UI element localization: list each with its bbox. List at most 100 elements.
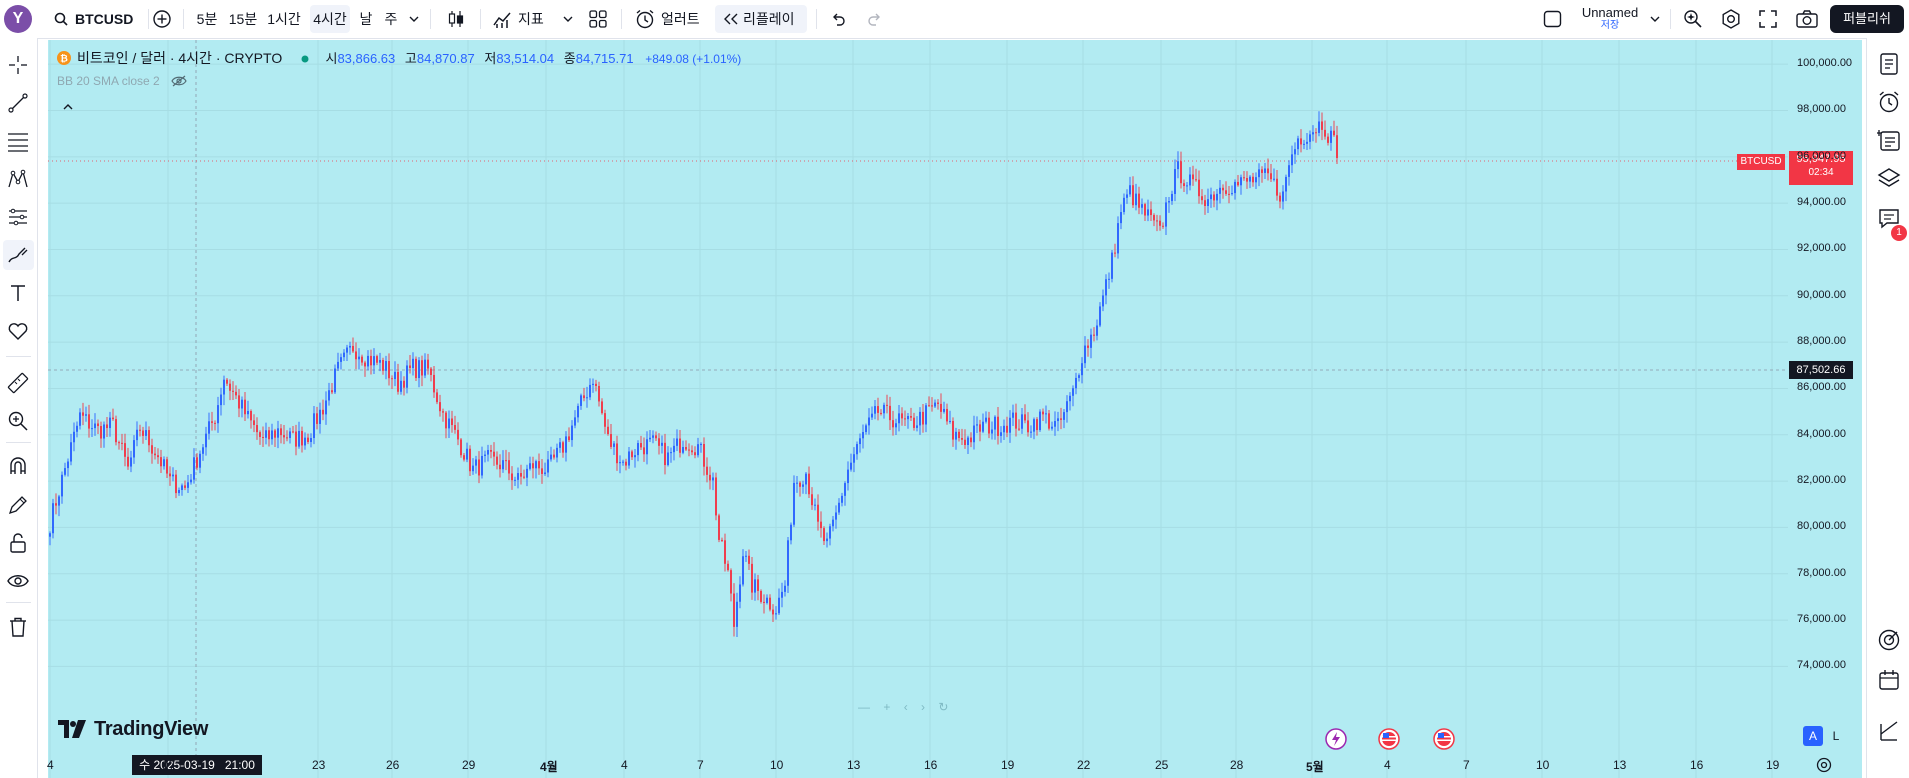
replay-button[interactable]: 리플레이 — [715, 5, 807, 33]
interval-4h[interactable]: 4시간 — [310, 5, 350, 33]
trash-icon[interactable] — [7, 616, 29, 638]
compare-add-icon[interactable] — [152, 9, 172, 29]
eye-hidden-icon[interactable] — [171, 75, 187, 87]
target-icon[interactable] — [1877, 628, 1901, 652]
candle-down — [361, 356, 363, 363]
candle-up — [982, 421, 984, 432]
layout-name-button[interactable]: Unnamed 저장 — [1575, 5, 1645, 31]
chart-settings-gear-icon[interactable] — [1815, 756, 1833, 774]
fib-retracement-icon[interactable] — [7, 130, 29, 152]
scroll-left-control[interactable]: ‹ — [903, 700, 908, 714]
candle-down — [523, 476, 525, 478]
scroll-right-control[interactable]: › — [921, 700, 926, 714]
chevron-down-icon[interactable] — [408, 14, 420, 24]
pattern-tool-icon[interactable] — [7, 168, 29, 190]
checkbox-icon[interactable] — [1543, 10, 1563, 28]
time-tick-label: 23 — [312, 758, 326, 772]
heart-icon[interactable] — [6, 320, 30, 342]
camera-icon[interactable] — [1795, 8, 1819, 30]
candle-up — [574, 417, 576, 426]
alert-clock-icon[interactable] — [1877, 90, 1901, 114]
log-scale-button[interactable]: L — [1832, 729, 1840, 743]
indicators-icon[interactable] — [492, 8, 514, 30]
ruler-icon[interactable] — [7, 372, 29, 394]
redo-icon[interactable] — [866, 10, 884, 28]
chevron-down-icon[interactable] — [1649, 14, 1661, 24]
publish-button[interactable]: 퍼블리쉬 — [1830, 5, 1904, 33]
tradingview-watermark[interactable]: TradingView — [58, 718, 208, 741]
calendar-icon[interactable] — [1877, 668, 1901, 692]
layers-icon[interactable] — [1877, 166, 1901, 190]
trend-line-icon[interactable] — [7, 92, 29, 114]
alerts-button[interactable]: 얼러트 — [661, 11, 700, 27]
candle-up — [874, 406, 876, 414]
low-value: 83,514.04 — [496, 51, 555, 66]
us-flag-event-icon[interactable] — [1432, 727, 1456, 751]
candle-down — [1162, 225, 1164, 227]
text-tool-icon[interactable] — [7, 282, 29, 304]
candle-up — [649, 437, 651, 440]
candle-up — [223, 379, 225, 395]
candle-up — [862, 432, 864, 439]
quick-search-icon[interactable] — [1682, 8, 1704, 30]
candle-up — [406, 365, 408, 388]
candle-down — [769, 597, 771, 610]
candle-down — [112, 417, 114, 420]
interval-1h[interactable]: 1시간 — [267, 11, 301, 27]
candle-up — [202, 447, 204, 454]
watchlist-icon[interactable] — [1877, 52, 1901, 76]
candle-down — [751, 563, 753, 593]
collapse-legend-icon[interactable] — [62, 102, 74, 112]
alert-clock-icon[interactable] — [634, 8, 656, 30]
crosshair-icon[interactable] — [7, 54, 29, 76]
candle-up — [484, 454, 486, 456]
projection-tool-icon[interactable] — [7, 206, 29, 228]
drawing-tree-icon[interactable] — [1877, 718, 1901, 742]
candle-up — [304, 437, 306, 446]
candle-down — [904, 418, 906, 420]
eye-icon[interactable] — [6, 570, 30, 592]
settings-gear-icon[interactable] — [1720, 8, 1742, 30]
candle-up — [136, 429, 138, 441]
candle-down — [1252, 176, 1254, 183]
candle-up — [883, 404, 885, 414]
candle-down — [496, 456, 498, 465]
zoom-out-control[interactable]: — — [858, 700, 870, 714]
symbol-title[interactable]: 비트코인 / 달러 · 4시간 · CRYPTO — [77, 50, 283, 66]
undo-icon[interactable] — [829, 10, 847, 28]
layouts-grid-icon[interactable] — [588, 9, 608, 29]
auto-scale-button[interactable]: A — [1803, 726, 1823, 746]
keep-drawing-icon[interactable] — [7, 494, 29, 516]
lock-icon[interactable] — [7, 532, 29, 554]
chat-icon[interactable] — [1877, 206, 1901, 230]
chart-navigation-controls[interactable]: — + ‹ › ↻ — [858, 700, 1018, 714]
us-flag-event-icon[interactable] — [1377, 727, 1401, 751]
search-icon[interactable] — [54, 12, 68, 26]
candle-up — [1165, 202, 1167, 227]
brush-tool-button[interactable] — [3, 240, 34, 270]
price-chart[interactable] — [48, 40, 1862, 778]
interval-15m[interactable]: 15분 — [228, 11, 258, 27]
indicator-legend[interactable]: BB 20 SMA close 2 — [57, 74, 187, 88]
zoom-in-control[interactable]: + — [883, 700, 891, 714]
zoom-in-icon[interactable] — [7, 410, 29, 432]
candle-up — [298, 430, 300, 447]
data-window-icon[interactable] — [1877, 128, 1903, 152]
symbol-search[interactable]: BTCUSD — [75, 11, 134, 27]
chevron-down-icon[interactable] — [562, 14, 574, 24]
candle-up — [865, 425, 867, 433]
candle-down — [1237, 181, 1239, 186]
candle-type-icon[interactable] — [445, 8, 467, 30]
interval-week[interactable]: 주 — [384, 11, 398, 27]
candle-down — [1138, 193, 1140, 208]
lightning-event-icon[interactable] — [1324, 727, 1348, 751]
magnet-icon[interactable] — [7, 456, 29, 478]
fullscreen-icon[interactable] — [1758, 9, 1778, 29]
candle-up — [1291, 154, 1293, 166]
interval-day[interactable]: 날 — [359, 11, 373, 27]
interval-5m[interactable]: 5분 — [196, 11, 218, 27]
indicators-button[interactable]: 지표 — [518, 11, 544, 27]
reset-control[interactable]: ↻ — [938, 700, 949, 714]
user-avatar[interactable]: Y — [4, 5, 32, 33]
candle-down — [352, 345, 354, 352]
